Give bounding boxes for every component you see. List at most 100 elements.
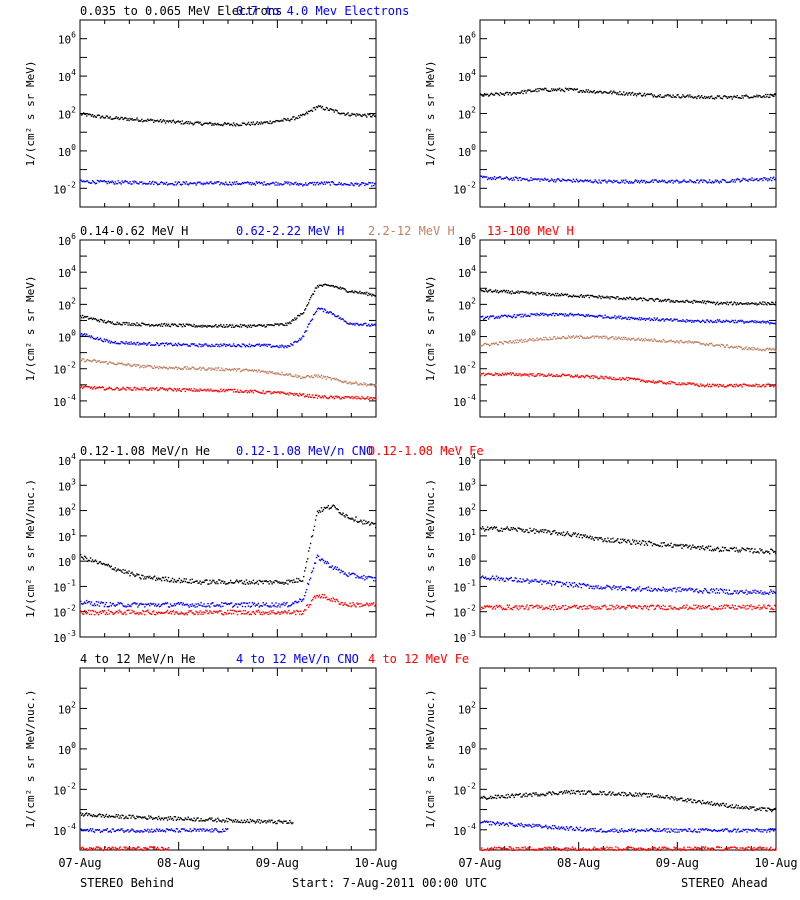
- data-point: [88, 181, 91, 184]
- data-point: [171, 344, 174, 347]
- data-point: [657, 340, 659, 342]
- data-point: [313, 107, 316, 109]
- data-point: [683, 179, 685, 181]
- data-point: [228, 603, 231, 605]
- data-point: [301, 580, 303, 583]
- data-point: [570, 535, 573, 538]
- data-point: [192, 124, 194, 126]
- data-point: [245, 613, 248, 615]
- data-point: [265, 121, 267, 123]
- data-point: [259, 123, 261, 125]
- data-point: [526, 292, 528, 294]
- data-point: [719, 345, 722, 348]
- data-point: [341, 287, 343, 289]
- data-point: [576, 313, 579, 316]
- data-point: [646, 181, 649, 184]
- data-point: [627, 379, 629, 382]
- data-point: [483, 530, 486, 532]
- data-point: [345, 113, 347, 116]
- data-point: [760, 322, 762, 324]
- data-point: [671, 381, 673, 383]
- data-point: [346, 575, 348, 577]
- data-point: [202, 581, 204, 583]
- data-point: [766, 304, 768, 306]
- data-point: [595, 180, 597, 183]
- data-point: [319, 376, 322, 378]
- data-point: [735, 304, 737, 306]
- data-point: [544, 87, 546, 90]
- data-point: [302, 580, 304, 582]
- data-point: [358, 185, 360, 187]
- data-point: [129, 604, 131, 607]
- data-point: [253, 389, 256, 392]
- data-point: [306, 303, 309, 306]
- data-point: [247, 181, 250, 184]
- data-point: [125, 341, 127, 343]
- data-point: [508, 315, 511, 318]
- data-point: [130, 605, 132, 608]
- data-point: [367, 603, 369, 605]
- data-point: [701, 320, 703, 323]
- data-point: [311, 376, 314, 379]
- data-point: [581, 336, 584, 338]
- data-point: [498, 530, 501, 532]
- data-point: [744, 321, 746, 323]
- data-point: [163, 579, 166, 582]
- data-point: [733, 95, 735, 97]
- data-point: [226, 123, 228, 126]
- data-point: [577, 295, 580, 298]
- data-point: [166, 368, 169, 370]
- data-point: [702, 302, 705, 304]
- data-point: [243, 602, 246, 604]
- data-point: [201, 182, 203, 185]
- data-point: [157, 577, 160, 579]
- data-point: [296, 117, 298, 119]
- data-point: [369, 113, 371, 116]
- data-point: [166, 120, 169, 122]
- data-point: [709, 301, 712, 304]
- data-point: [583, 535, 585, 537]
- data-point: [359, 324, 361, 326]
- data-point: [156, 366, 159, 368]
- data-point: [227, 344, 229, 347]
- data-point: [258, 606, 260, 608]
- data-point: [667, 93, 669, 96]
- data-point: [730, 320, 733, 323]
- data-point: [256, 343, 259, 346]
- data-point: [338, 568, 340, 571]
- data-point: [343, 514, 345, 517]
- data-point: [567, 89, 570, 91]
- data-point: [99, 602, 102, 605]
- data-point: [118, 609, 120, 611]
- data-point: [628, 318, 631, 321]
- data-point: [157, 367, 160, 370]
- data-point: [97, 180, 100, 182]
- data-point: [624, 317, 626, 319]
- data-point: [237, 581, 240, 584]
- data-point: [528, 293, 530, 295]
- data-point: [753, 95, 755, 97]
- data-point: [263, 343, 265, 346]
- data-point: [161, 603, 164, 605]
- data-point: [192, 581, 194, 584]
- data-point: [375, 526, 377, 529]
- data-point: [149, 180, 151, 183]
- data-point: [771, 301, 773, 303]
- data-point: [533, 375, 535, 377]
- data-point: [555, 313, 558, 315]
- data-point: [316, 106, 319, 109]
- data-point: [661, 341, 663, 343]
- data-point: [337, 600, 339, 603]
- data-point: [735, 96, 737, 99]
- data-point: [483, 317, 486, 320]
- data-point: [148, 611, 150, 614]
- data-point: [268, 390, 270, 393]
- data-point: [83, 113, 86, 115]
- data-point: [367, 183, 369, 186]
- data-point: [325, 181, 328, 183]
- data-point: [327, 181, 330, 183]
- data-point: [118, 182, 120, 184]
- data-point: [278, 373, 280, 375]
- data-point: [340, 380, 342, 383]
- data-point: [101, 386, 104, 388]
